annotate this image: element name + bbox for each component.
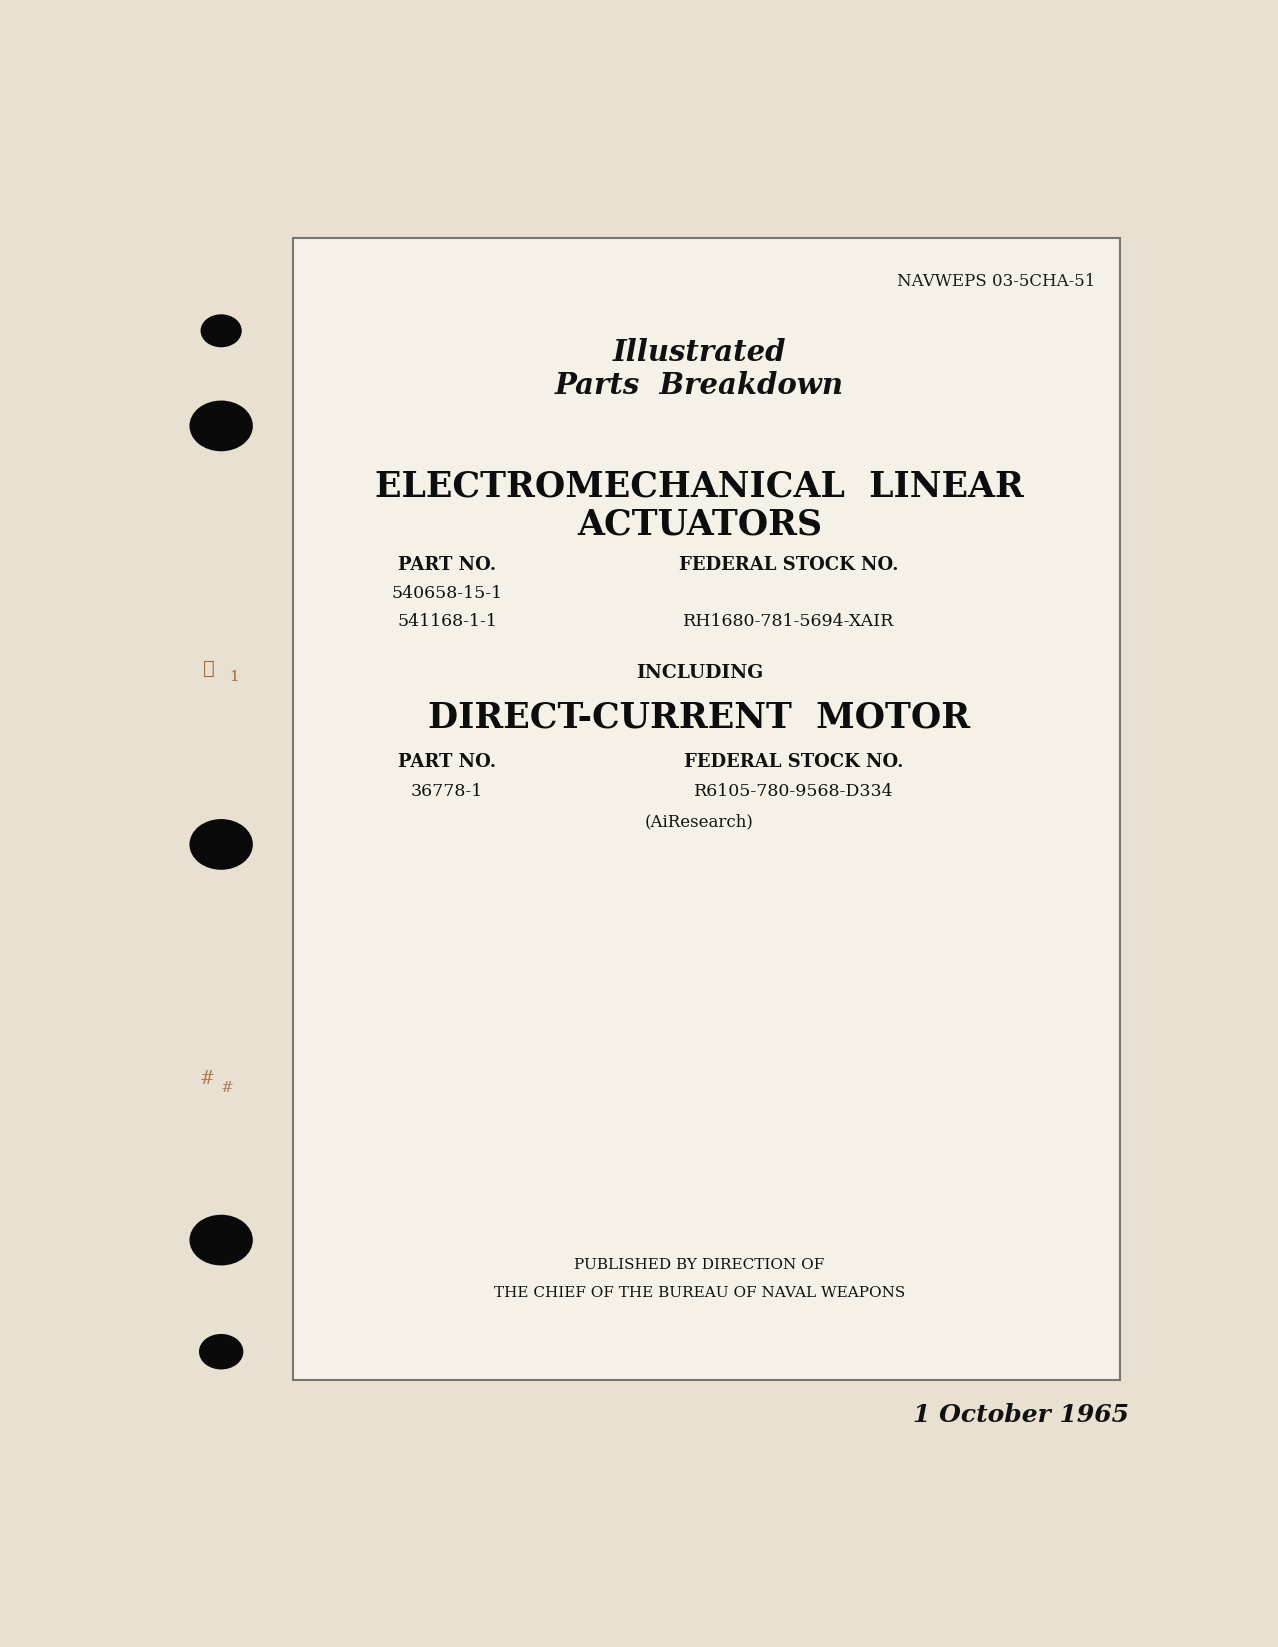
Text: ELECTROMECHANICAL  LINEAR: ELECTROMECHANICAL LINEAR (376, 469, 1024, 504)
Ellipse shape (199, 1334, 243, 1369)
Text: RH1680-781-5694-XAIR: RH1680-781-5694-XAIR (682, 613, 895, 629)
Text: #: # (199, 1071, 215, 1089)
Text: PUBLISHED BY DIRECTION OF: PUBLISHED BY DIRECTION OF (574, 1258, 824, 1273)
Text: Illustrated: Illustrated (612, 338, 786, 367)
Ellipse shape (189, 1215, 253, 1265)
Ellipse shape (189, 400, 253, 451)
Text: R6105-780-9568-D334: R6105-780-9568-D334 (694, 782, 893, 800)
Text: DIRECT-CURRENT  MOTOR: DIRECT-CURRENT MOTOR (428, 700, 970, 735)
Text: 36778-1: 36778-1 (410, 782, 483, 800)
Text: 541168-1-1: 541168-1-1 (397, 613, 497, 629)
Text: NAVWEPS 03-5CHA-51: NAVWEPS 03-5CHA-51 (897, 273, 1095, 290)
Text: ℓ: ℓ (203, 660, 215, 679)
Text: PART NO.: PART NO. (397, 753, 496, 771)
Text: 540658-15-1: 540658-15-1 (391, 585, 502, 601)
Text: 1: 1 (229, 670, 239, 684)
Text: PART NO.: PART NO. (397, 557, 496, 575)
Text: FEDERAL STOCK NO.: FEDERAL STOCK NO. (679, 557, 898, 575)
Text: Parts  Breakdown: Parts Breakdown (555, 371, 843, 400)
Text: 1 October 1965: 1 October 1965 (914, 1403, 1130, 1426)
Text: ACTUATORS: ACTUATORS (576, 507, 822, 542)
Text: THE CHIEF OF THE BUREAU OF NAVAL WEAPONS: THE CHIEF OF THE BUREAU OF NAVAL WEAPONS (493, 1286, 905, 1301)
Bar (294, 239, 1121, 1380)
Text: #: # (221, 1080, 234, 1095)
Text: FEDERAL STOCK NO.: FEDERAL STOCK NO. (684, 753, 904, 771)
Ellipse shape (189, 819, 253, 870)
Ellipse shape (201, 315, 242, 348)
Text: (AiResearch): (AiResearch) (645, 814, 754, 830)
Text: INCLUDING: INCLUDING (636, 664, 763, 682)
